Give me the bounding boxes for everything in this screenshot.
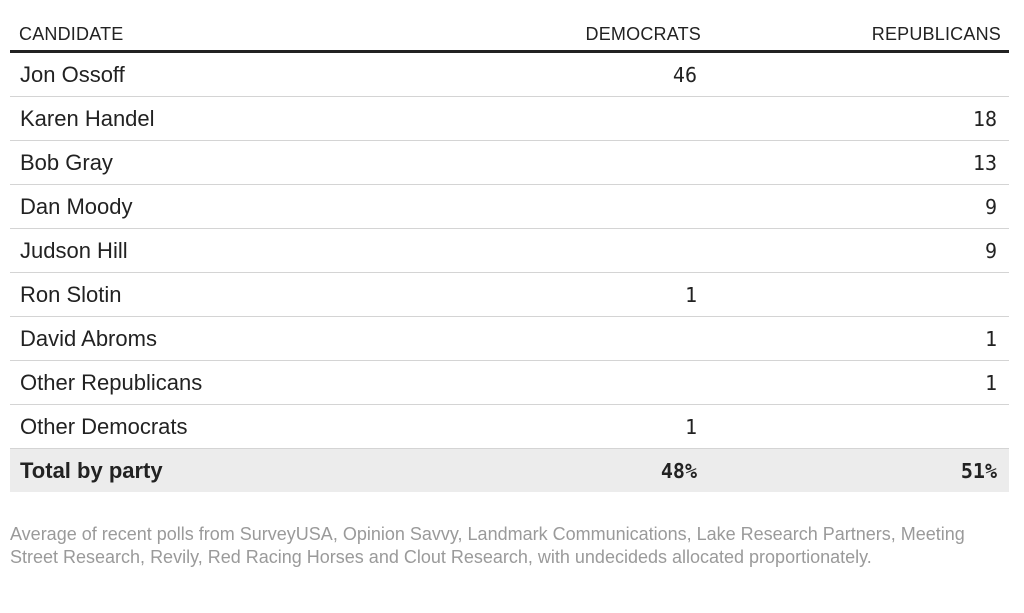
poll-table: CANDIDATE DEMOCRATS REPUBLICANS Jon Osso… [10, 18, 1009, 492]
candidate-name-cell: Dan Moody [10, 184, 509, 229]
democrats-value-cell: 1 [509, 272, 709, 317]
republicans-total-cell: 51% [709, 448, 1009, 492]
democrats-value-cell [509, 96, 709, 141]
republicans-value-cell: 13 [709, 140, 1009, 185]
candidate-name-cell: Jon Ossoff [10, 51, 509, 97]
candidate-name-cell: David Abroms [10, 316, 509, 361]
republicans-value-cell: 9 [709, 228, 1009, 273]
table-row: Jon Ossoff 46 [10, 51, 1009, 97]
republicans-value-cell: 18 [709, 96, 1009, 141]
republicans-value-cell: 1 [709, 360, 1009, 405]
democrats-value-cell [509, 140, 709, 185]
candidate-name-cell: Karen Handel [10, 96, 509, 141]
column-header-democrats: DEMOCRATS [509, 18, 709, 53]
democrats-value-cell: 46 [509, 51, 709, 97]
poll-table-container: CANDIDATE DEMOCRATS REPUBLICANS Jon Osso… [10, 18, 1009, 492]
democrats-total-cell: 48% [509, 448, 709, 492]
republicans-value-cell [709, 272, 1009, 317]
democrats-value-cell [509, 184, 709, 229]
republicans-value-cell [709, 404, 1009, 449]
democrats-value-cell [509, 228, 709, 273]
candidate-name-cell: Other Democrats [10, 404, 509, 449]
total-label-cell: Total by party [10, 448, 509, 492]
democrats-value-cell [509, 360, 709, 405]
table-row: Other Democrats 1 [10, 404, 1009, 449]
republicans-value-cell: 1 [709, 316, 1009, 361]
republicans-value-cell: 9 [709, 184, 1009, 229]
table-row: Other Republicans 1 [10, 360, 1009, 405]
source-note: Average of recent polls from SurveyUSA, … [10, 524, 965, 567]
candidate-name-cell: Bob Gray [10, 140, 509, 185]
table-row: Ron Slotin 1 [10, 272, 1009, 317]
republicans-value-cell [709, 51, 1009, 97]
democrats-value-cell [509, 316, 709, 361]
total-row: Total by party 48% 51% [10, 448, 1009, 492]
table-row: Dan Moody 9 [10, 184, 1009, 229]
table-row: Judson Hill 9 [10, 228, 1009, 273]
democrats-value-cell: 1 [509, 404, 709, 449]
table-row: Bob Gray 13 [10, 140, 1009, 185]
table-header-row: CANDIDATE DEMOCRATS REPUBLICANS [10, 18, 1009, 53]
candidate-name-cell: Judson Hill [10, 228, 509, 273]
column-header-candidate: CANDIDATE [10, 18, 509, 53]
candidate-name-cell: Ron Slotin [10, 272, 509, 317]
table-row: David Abroms 1 [10, 316, 1009, 361]
column-header-republicans: REPUBLICANS [709, 18, 1009, 53]
table-row: Karen Handel 18 [10, 96, 1009, 141]
candidate-name-cell: Other Republicans [10, 360, 509, 405]
